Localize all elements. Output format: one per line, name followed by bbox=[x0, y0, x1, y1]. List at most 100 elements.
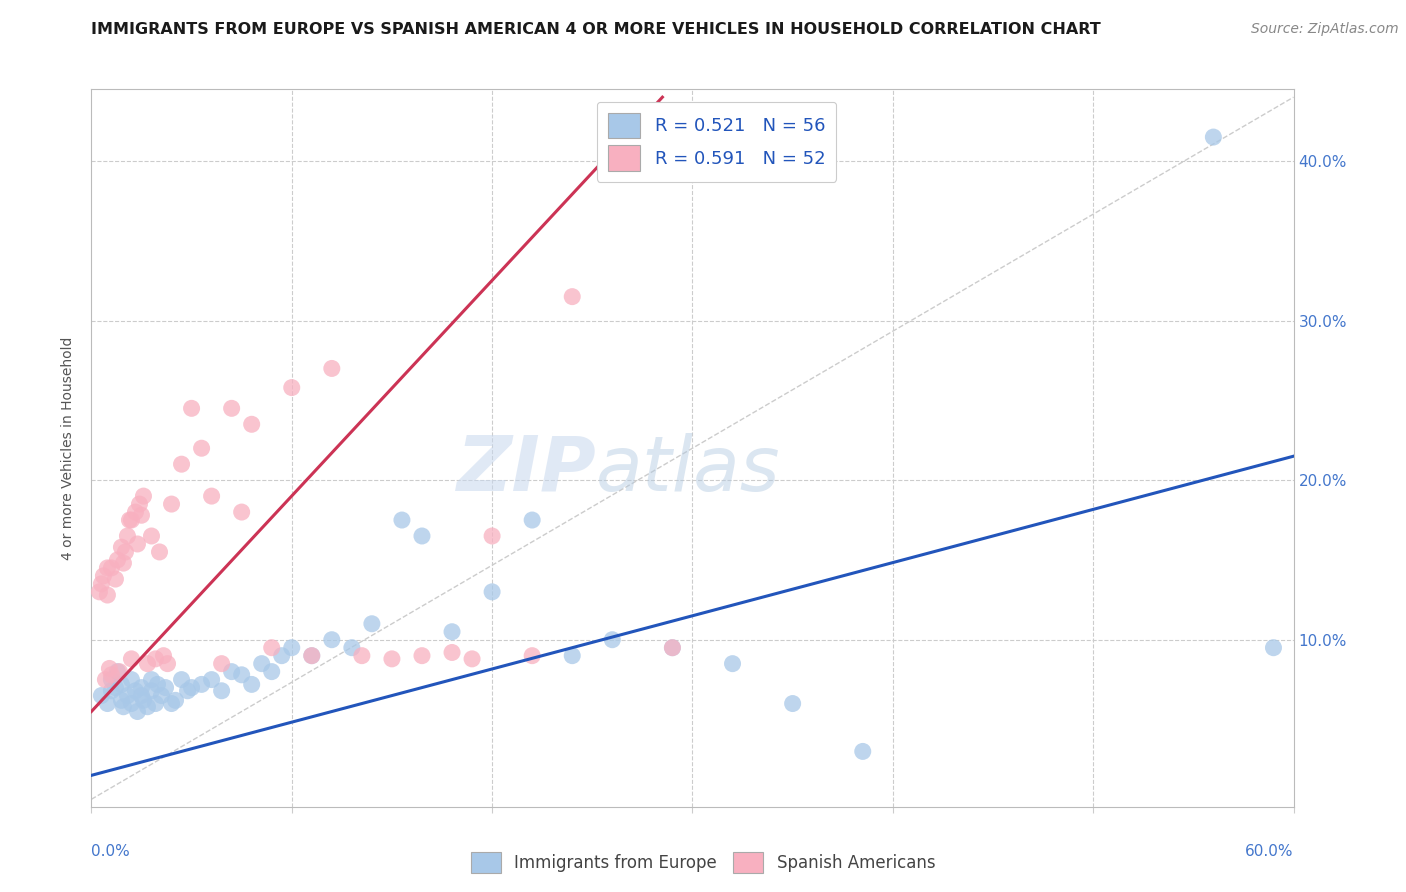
Legend: R = 0.521   N = 56, R = 0.591   N = 52: R = 0.521 N = 56, R = 0.591 N = 52 bbox=[598, 102, 837, 182]
Point bbox=[170, 457, 193, 471]
Point bbox=[301, 648, 323, 663]
Point bbox=[350, 648, 373, 663]
Point bbox=[782, 697, 804, 711]
Point bbox=[201, 673, 224, 687]
Point bbox=[148, 545, 170, 559]
Point bbox=[260, 640, 283, 655]
Point bbox=[128, 497, 150, 511]
Point bbox=[155, 681, 177, 695]
Point bbox=[281, 381, 304, 395]
Point bbox=[94, 673, 117, 687]
Point bbox=[121, 652, 143, 666]
Point bbox=[93, 569, 115, 583]
Point bbox=[104, 681, 127, 695]
Point bbox=[411, 529, 433, 543]
Point bbox=[240, 417, 263, 432]
Point bbox=[602, 632, 624, 647]
Point bbox=[118, 513, 141, 527]
Legend: Immigrants from Europe, Spanish Americans: Immigrants from Europe, Spanish American… bbox=[464, 846, 942, 880]
Point bbox=[96, 561, 118, 575]
Point bbox=[107, 553, 129, 567]
Point bbox=[100, 673, 122, 687]
Point bbox=[108, 665, 131, 679]
Point bbox=[117, 689, 139, 703]
Point bbox=[141, 529, 163, 543]
Point bbox=[121, 513, 143, 527]
Point bbox=[124, 505, 146, 519]
Point bbox=[211, 657, 233, 671]
Point bbox=[131, 508, 153, 523]
Point bbox=[321, 632, 343, 647]
Text: 60.0%: 60.0% bbox=[1246, 844, 1294, 859]
Point bbox=[98, 661, 121, 675]
Point bbox=[176, 683, 198, 698]
Point bbox=[146, 677, 169, 691]
Point bbox=[104, 572, 127, 586]
Point bbox=[381, 652, 404, 666]
Point bbox=[145, 697, 167, 711]
Point bbox=[141, 673, 163, 687]
Point bbox=[136, 657, 159, 671]
Point bbox=[391, 513, 413, 527]
Point bbox=[131, 681, 153, 695]
Point bbox=[211, 683, 233, 698]
Point bbox=[301, 648, 323, 663]
Point bbox=[221, 665, 243, 679]
Point bbox=[561, 648, 583, 663]
Point bbox=[561, 290, 583, 304]
Point bbox=[481, 585, 503, 599]
Point bbox=[124, 683, 146, 698]
Point bbox=[110, 693, 132, 707]
Point bbox=[100, 683, 122, 698]
Point bbox=[411, 648, 433, 663]
Text: Source: ZipAtlas.com: Source: ZipAtlas.com bbox=[1251, 22, 1399, 37]
Point bbox=[110, 540, 132, 554]
Point bbox=[522, 513, 544, 527]
Point bbox=[270, 648, 292, 663]
Point bbox=[231, 668, 253, 682]
Point bbox=[481, 529, 503, 543]
Point bbox=[240, 677, 263, 691]
Point bbox=[661, 640, 683, 655]
Point bbox=[721, 657, 744, 671]
Point bbox=[190, 677, 212, 691]
Point bbox=[150, 689, 173, 703]
Point bbox=[121, 673, 143, 687]
Text: atlas: atlas bbox=[596, 433, 780, 507]
Point bbox=[190, 441, 212, 455]
Point bbox=[321, 361, 343, 376]
Point bbox=[89, 585, 111, 599]
Point bbox=[360, 616, 382, 631]
Point bbox=[180, 681, 202, 695]
Point bbox=[160, 497, 183, 511]
Point bbox=[110, 677, 132, 691]
Point bbox=[522, 648, 544, 663]
Text: ZIP: ZIP bbox=[457, 433, 596, 507]
Point bbox=[165, 693, 187, 707]
Point bbox=[461, 652, 484, 666]
Point bbox=[340, 640, 363, 655]
Point bbox=[117, 529, 139, 543]
Point bbox=[121, 697, 143, 711]
Point bbox=[440, 645, 463, 659]
Point bbox=[107, 665, 129, 679]
Point bbox=[180, 401, 202, 416]
Point bbox=[112, 556, 135, 570]
Point bbox=[440, 624, 463, 639]
Point bbox=[221, 401, 243, 416]
Point bbox=[96, 588, 118, 602]
Point bbox=[141, 683, 163, 698]
Point bbox=[152, 648, 174, 663]
Point bbox=[852, 744, 875, 758]
Point bbox=[281, 640, 304, 655]
Point bbox=[100, 561, 122, 575]
Point bbox=[127, 705, 149, 719]
Point bbox=[661, 640, 683, 655]
Point bbox=[127, 537, 149, 551]
Point bbox=[132, 693, 155, 707]
Point bbox=[145, 652, 167, 666]
Point bbox=[90, 577, 112, 591]
Point bbox=[100, 668, 122, 682]
Point bbox=[1202, 130, 1225, 145]
Point bbox=[250, 657, 273, 671]
